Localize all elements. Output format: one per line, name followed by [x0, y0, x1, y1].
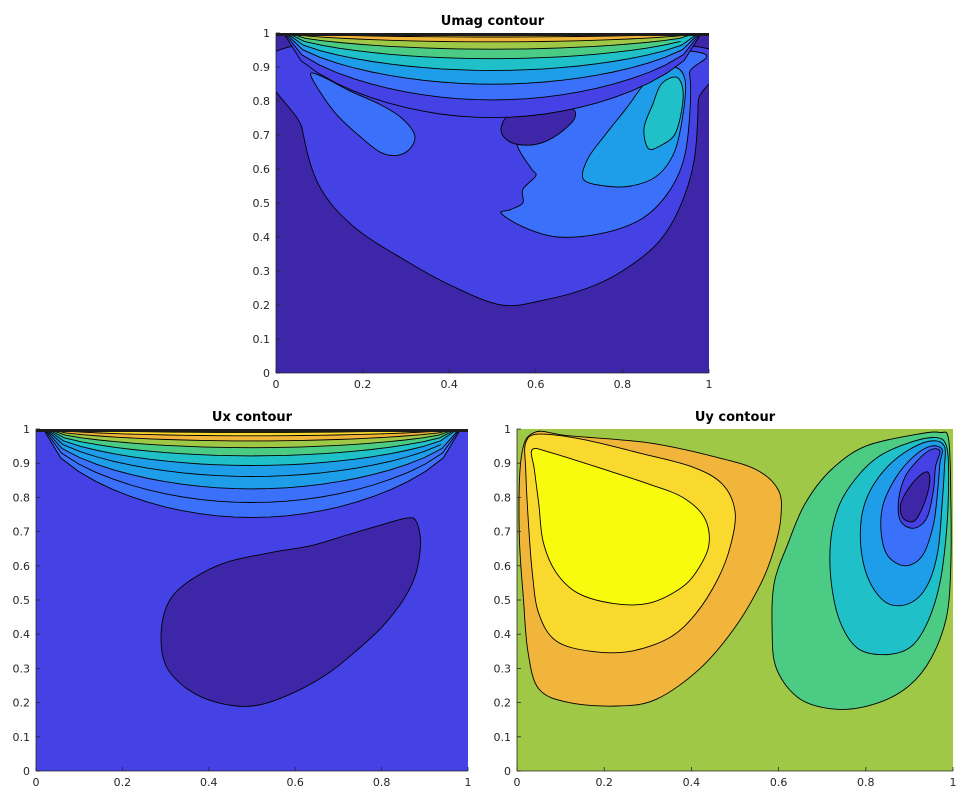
y-tick-label: 0.9	[13, 457, 31, 470]
y-tick-label: 0.8	[13, 491, 31, 504]
x-tick-label: 0	[33, 776, 40, 789]
x-tick-label: 0.8	[373, 776, 391, 789]
y-tick-label: 0.2	[13, 697, 31, 710]
contour-region-level1	[899, 471, 931, 523]
uy-contour-plot: 0 0.2 0.4 0.6 0.8 1 0 0.1 0.2 0.3 0.4 0.5 0.6 0.7 0.8 0…	[494, 410, 957, 789]
contour-region-level3	[310, 72, 416, 157]
chart-title: Umag contour	[441, 14, 545, 29]
x-tick-label: 0.8	[614, 378, 632, 391]
lid-edge	[276, 33, 709, 36]
x-tick-label: 0.2	[595, 776, 613, 789]
axes	[516, 428, 954, 772]
y-tick-label: 0.4	[13, 628, 31, 641]
y-tick-label: 0.2	[494, 697, 512, 710]
chart-title: Ux contour	[212, 410, 293, 425]
y-tick-label: 1	[263, 27, 270, 40]
y-tick-label: 0.5	[494, 594, 512, 607]
contour-region-level5	[643, 76, 684, 151]
umag-contour-plot: 0 0.2 0.4 0.6 0.8 1 0 0.1 0.2 0.3 0.4 0.5 0.6 0.7 0.8 0…	[253, 14, 713, 391]
y-tick-label: 0	[263, 367, 270, 380]
y-tick-label: 0.3	[253, 265, 271, 278]
contour-region-level1	[160, 517, 421, 707]
y-tick-label: 0.4	[494, 628, 512, 641]
y-tick-label: 1	[504, 423, 511, 436]
axes	[35, 428, 469, 772]
y-tick-label: 0.7	[253, 129, 271, 142]
ux-contour-plot: 0 0.2 0.4 0.6 0.8 1 0 0.1 0.2 0.3 0.4 0.5 0.6 0.7 0.8 0…	[13, 410, 472, 789]
chart-title: Uy contour	[695, 410, 776, 425]
x-tick-label: 1	[465, 776, 472, 789]
y-tick-label: 0	[23, 765, 30, 778]
y-tick-label: 0.3	[13, 662, 31, 675]
y-tick-label: 0.1	[494, 731, 512, 744]
x-tick-label: 1	[706, 378, 713, 391]
x-tick-label: 1	[950, 776, 957, 789]
x-tick-label: 0.8	[857, 776, 875, 789]
axes	[275, 32, 710, 374]
x-tick-label: 0.2	[114, 776, 132, 789]
y-tick-label: 0.9	[494, 457, 512, 470]
y-tick-label: 0.9	[253, 61, 271, 74]
y-tick-label: 0.7	[13, 526, 31, 539]
y-tick-label: 0.8	[253, 95, 271, 108]
contour-region-level10	[530, 448, 710, 606]
y-tick-label: 0.2	[253, 299, 271, 312]
x-tick-label: 0.2	[354, 378, 372, 391]
x-tick-label: 0.6	[527, 378, 545, 391]
y-tick-label: 0.6	[494, 560, 512, 573]
x-tick-label: 0	[273, 378, 280, 391]
y-tick-label: 0.1	[253, 333, 271, 346]
y-tick-label: 0.6	[13, 560, 31, 573]
y-tick-label: 0.8	[494, 491, 512, 504]
y-tick-label: 0.5	[253, 197, 271, 210]
x-tick-label: 0.4	[440, 378, 458, 391]
y-tick-label: 0.6	[253, 163, 271, 176]
y-tick-label: 0	[504, 765, 511, 778]
x-tick-label: 0.6	[770, 776, 788, 789]
lid-edge	[36, 429, 468, 432]
y-tick-label: 1	[23, 423, 30, 436]
x-tick-label: 0	[514, 776, 521, 789]
x-tick-label: 0.4	[683, 776, 701, 789]
y-tick-label: 0.1	[13, 731, 31, 744]
y-tick-label: 0.3	[494, 662, 512, 675]
y-tick-label: 0.4	[253, 231, 271, 244]
y-tick-label: 0.7	[494, 526, 512, 539]
y-tick-label: 0.5	[13, 594, 31, 607]
x-tick-label: 0.6	[286, 776, 304, 789]
x-tick-label: 0.4	[200, 776, 218, 789]
